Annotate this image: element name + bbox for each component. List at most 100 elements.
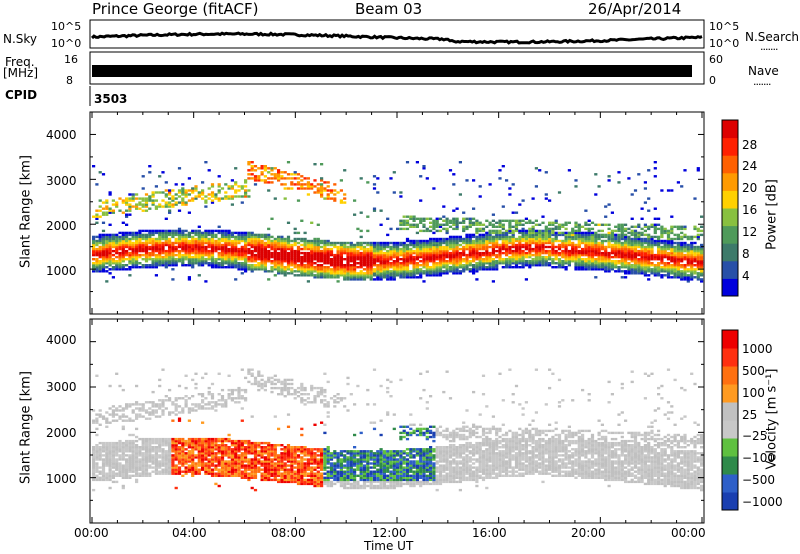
data-cell: [164, 233, 168, 237]
data-cell: [115, 466, 119, 469]
data-cell: [604, 215, 608, 218]
data-cell: [495, 264, 499, 267]
data-cell: [224, 255, 228, 259]
data-cell: [217, 456, 221, 459]
data-cell: [286, 251, 291, 255]
data-cell: [617, 270, 621, 273]
data-cell: [154, 441, 158, 445]
data-cell: [154, 258, 158, 261]
data-cell: [630, 231, 634, 235]
data-cell: [191, 407, 195, 410]
data-cell: [690, 251, 694, 255]
data-cell: [604, 258, 608, 261]
data-cell: [168, 251, 172, 255]
data-cell: [277, 247, 281, 251]
data-cell: [135, 233, 139, 237]
data-cell: [438, 253, 443, 257]
data-cell: [313, 241, 317, 245]
data-cell: [683, 243, 687, 247]
data-cell: [346, 255, 350, 259]
data-cell: [600, 260, 604, 263]
data-cell: [131, 195, 135, 198]
data-cell: [640, 247, 644, 251]
data-cell: [201, 231, 205, 235]
data-cell: [290, 249, 294, 253]
data-cell: [263, 243, 267, 247]
data-cell: [696, 274, 700, 277]
data-cell: [224, 245, 228, 249]
data-cell: [640, 260, 644, 263]
data-cell: [181, 258, 185, 261]
data-cell: [429, 274, 433, 277]
data-cell: [168, 454, 172, 457]
data-cell: [548, 199, 552, 202]
data-cell: [696, 235, 700, 239]
data-cell: [234, 231, 238, 235]
data-cell: [429, 255, 433, 259]
data-cell: [508, 258, 512, 261]
data-cell: [286, 262, 291, 265]
data-cell: [481, 229, 486, 233]
data-cell: [392, 251, 396, 255]
data-cell: [286, 272, 291, 275]
data-cell: [98, 266, 102, 269]
data-cell: [501, 233, 505, 237]
data-cell: [293, 239, 297, 243]
data-cell: [448, 235, 453, 239]
data-cell: [680, 227, 684, 231]
data-cell: [508, 219, 512, 222]
data-cell: [303, 237, 307, 241]
data-cell: [168, 205, 172, 208]
data-cell: [277, 241, 281, 245]
data-cell: [181, 189, 185, 192]
data-cell: [405, 239, 410, 243]
data-cell: [290, 270, 294, 273]
data-cell: [303, 258, 307, 261]
data-cell: [518, 262, 522, 265]
data-cell: [508, 260, 512, 263]
data-cell: [462, 247, 466, 251]
data-cell: [214, 245, 218, 249]
data-cell: [181, 437, 185, 441]
data-cell: [647, 262, 651, 265]
data-cell: [95, 209, 99, 212]
data-cell: [567, 249, 571, 253]
data-cell: [392, 249, 396, 253]
data-cell: [521, 264, 525, 267]
data-cell: [230, 255, 234, 259]
data-cell: [141, 472, 145, 475]
data-cell: [303, 177, 307, 180]
data-cell: [630, 264, 634, 267]
data-cell: [624, 245, 628, 249]
data-cell: [600, 262, 604, 265]
data-cell: [392, 274, 396, 277]
data-cell: [247, 247, 251, 251]
data-cell: [521, 260, 525, 263]
data-cell: [237, 253, 241, 257]
data-cell: [101, 466, 106, 469]
data-cell: [105, 235, 109, 239]
data-cell: [597, 258, 601, 261]
data-cell: [326, 258, 330, 261]
data-cell: [273, 268, 277, 271]
data-cell: [643, 260, 647, 263]
data-cell: [111, 441, 115, 445]
data-cell: [224, 237, 228, 241]
data-cell: [184, 241, 188, 245]
data-cell: [581, 260, 585, 263]
data-cell: [683, 245, 687, 249]
data-cell: [554, 231, 558, 235]
data-cell: [630, 270, 634, 273]
data-cell: [491, 213, 495, 216]
data-cell: [187, 464, 191, 467]
data-cell: [402, 260, 406, 263]
data-cell: [362, 255, 367, 259]
data-cell: [108, 464, 112, 467]
data-cell: [438, 270, 443, 273]
data-cell: [290, 251, 294, 255]
data-cell: [432, 266, 436, 269]
data-cell: [607, 241, 611, 245]
data-cell: [320, 272, 324, 275]
data-cell: [161, 233, 165, 237]
data-cell: [197, 264, 201, 267]
